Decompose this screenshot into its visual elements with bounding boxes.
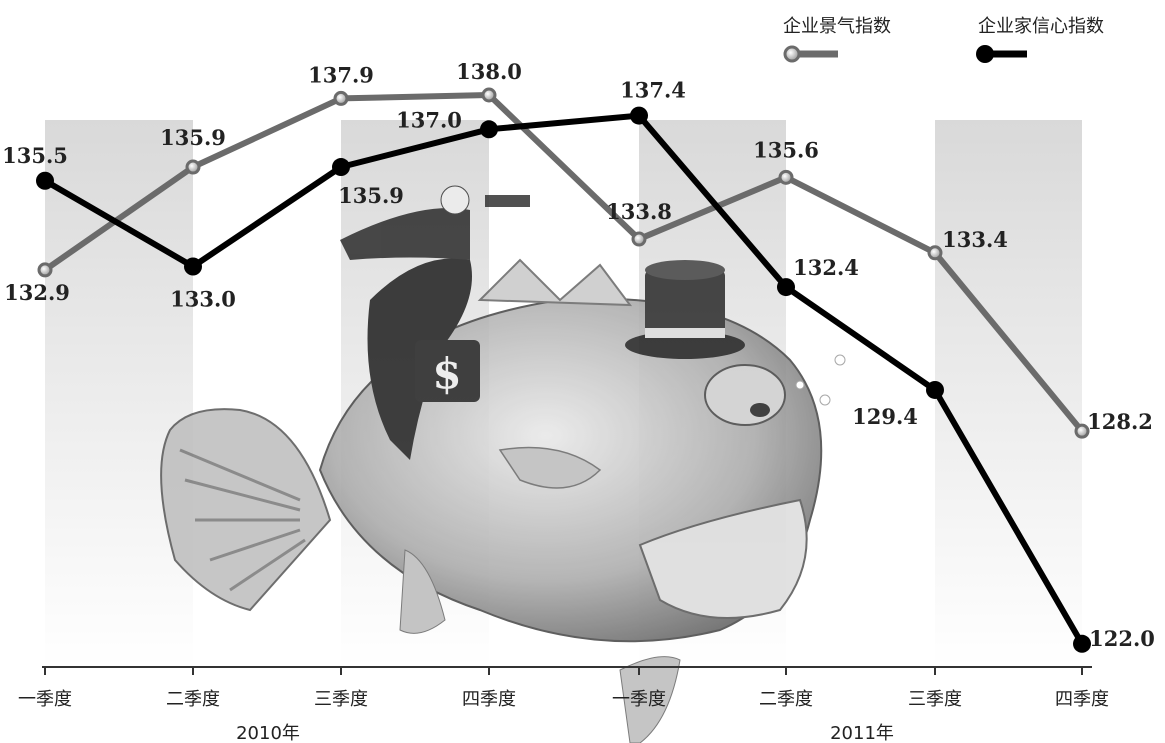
data-label-business-climate-index: 138.0 [456, 59, 522, 84]
x-tick-label: 二季度 [166, 689, 220, 710]
data-label-entrepreneur-confidence-index: 129.4 [852, 404, 918, 429]
data-label-business-climate-index: 128.2 [1087, 409, 1153, 434]
data-point-business-climate-index [333, 90, 349, 106]
data-point-entrepreneur-confidence-index [926, 380, 944, 399]
legend: 企业景气指数 企业家信心指数 [783, 16, 1104, 63]
data-point-business-climate-index [37, 262, 53, 278]
x-tick-label: 四季度 [462, 689, 516, 710]
data-point-entrepreneur-confidence-index [36, 171, 54, 190]
x-tick-label: 三季度 [908, 689, 962, 710]
data-label-entrepreneur-confidence-index: 122.0 [1089, 626, 1155, 651]
data-label-business-climate-index: 133.4 [942, 227, 1008, 252]
fish-illustration: $ [160, 185, 846, 743]
series-line-business-climate-index [43, 92, 1085, 434]
data-point-entrepreneur-confidence-index [184, 257, 202, 276]
data-label-business-climate-index: 135.9 [160, 125, 226, 150]
data-point-business-climate-index [481, 87, 497, 103]
data-point-business-climate-index [1074, 423, 1090, 439]
data-label-entrepreneur-confidence-index: 135.5 [2, 143, 68, 168]
series-layer: 132.9 135.9 137.9 138.0 133.8 135.6 133.4 128.2… [2, 59, 1155, 653]
data-point-business-climate-index [778, 169, 794, 185]
legend-item-business-climate-index: 企业景气指数 [783, 16, 891, 63]
series-line-entrepreneur-confidence-index [43, 112, 1085, 646]
data-label-entrepreneur-confidence-index: 137.4 [620, 78, 686, 103]
x-tick-label: 一季度 [612, 689, 666, 710]
data-point-business-climate-index [631, 231, 647, 247]
data-label-entrepreneur-confidence-index: 133.0 [170, 287, 236, 312]
legend-label-entrepreneur-confidence-index: 企业家信心指数 [978, 16, 1104, 37]
data-label-entrepreneur-confidence-index: 135.9 [338, 183, 404, 208]
data-point-entrepreneur-confidence-index [777, 278, 795, 297]
x-tick-label: 一季度 [18, 689, 72, 710]
data-label-business-climate-index: 132.9 [4, 280, 70, 305]
data-point-entrepreneur-confidence-index [630, 106, 648, 125]
data-point-business-climate-index [185, 159, 201, 175]
x-tick-labels: 一季度 二季度 三季度 四季度 一季度 二季度 三季度 四季度 [18, 689, 1109, 710]
data-point-entrepreneur-confidence-index [480, 120, 498, 139]
data-label-business-climate-index: 133.8 [606, 199, 672, 224]
legend-marker-entrepreneur-confidence-index [976, 45, 994, 63]
data-label-entrepreneur-confidence-index: 132.4 [793, 255, 859, 280]
shade-column [45, 120, 193, 667]
svg-text:$: $ [432, 349, 461, 398]
x-tick-label: 二季度 [759, 689, 813, 710]
data-label-business-climate-index: 137.9 [308, 62, 374, 87]
year-label-2011: 2011年 [830, 723, 894, 743]
x-tick-label: 四季度 [1055, 689, 1109, 710]
x-ticks [44, 667, 1083, 675]
data-point-entrepreneur-confidence-index [332, 158, 350, 177]
data-label-business-climate-index: 135.6 [753, 137, 819, 162]
legend-marker-business-climate-index [783, 45, 801, 63]
data-label-entrepreneur-confidence-index: 137.0 [396, 107, 462, 132]
shade-column [935, 120, 1082, 667]
data-point-entrepreneur-confidence-index [1073, 634, 1091, 653]
year-label-2010: 2010年 [236, 723, 300, 743]
legend-label-business-climate-index: 企业景气指数 [783, 16, 891, 37]
x-tick-label: 三季度 [314, 689, 368, 710]
data-point-business-climate-index [927, 245, 943, 261]
legend-item-entrepreneur-confidence-index: 企业家信心指数 [976, 16, 1104, 63]
